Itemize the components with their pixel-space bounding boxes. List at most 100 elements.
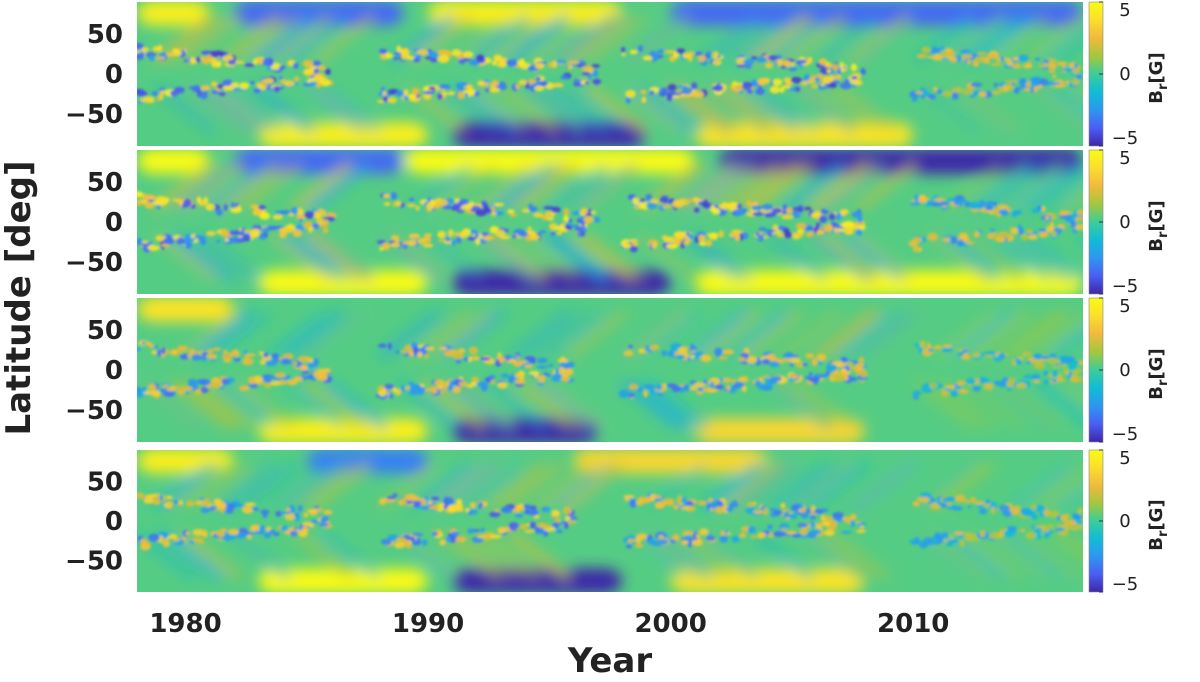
colorbar-2: 5 0 −5 Br[G]	[1088, 148, 1171, 297]
flux-patch	[1078, 359, 1083, 366]
poleward-surge	[522, 162, 582, 211]
flux-patch	[567, 520, 577, 524]
flux-patch	[524, 364, 533, 369]
flux-patch	[1007, 206, 1012, 213]
flux-patch	[709, 500, 718, 508]
poleward-surge	[471, 86, 529, 133]
flux-patch	[215, 530, 226, 537]
poleward-surge	[311, 163, 371, 211]
poleward-surge	[568, 86, 627, 133]
flux-patch	[835, 212, 842, 221]
flux-patch	[313, 213, 322, 220]
flux-patch	[507, 63, 518, 67]
flux-patch	[933, 86, 938, 92]
flux-patch	[636, 543, 644, 549]
flux-patch	[669, 539, 677, 543]
y-tick-label: 50	[87, 168, 123, 198]
flux-patch	[675, 355, 686, 359]
flux-patch	[1033, 527, 1044, 535]
y-tick-label: 50	[87, 468, 123, 498]
flux-patch	[765, 213, 771, 218]
flux-patch	[979, 529, 986, 538]
flux-patch	[1029, 77, 1041, 83]
flux-patch	[769, 85, 781, 94]
flux-patch	[922, 387, 933, 394]
flux-patch	[683, 241, 691, 246]
flux-patch	[206, 54, 212, 63]
flux-patch	[709, 507, 714, 512]
flux-patch	[514, 513, 524, 518]
flux-patch	[382, 95, 388, 103]
flux-patch	[388, 393, 394, 399]
flux-patch	[811, 84, 818, 89]
poleward-surge	[960, 531, 1022, 580]
flux-patch	[489, 511, 501, 518]
flux-patch	[1063, 369, 1070, 376]
poleward-surge	[808, 232, 871, 282]
flux-patch	[722, 349, 735, 355]
flux-patch	[439, 346, 448, 351]
colorbar-tick-label: 0	[1119, 511, 1130, 532]
flux-patch	[1052, 74, 1057, 78]
flux-patch	[407, 239, 417, 247]
flux-patch	[731, 535, 740, 543]
flux-patch	[747, 526, 756, 534]
flux-patch	[491, 211, 497, 217]
flux-patch	[970, 496, 977, 504]
flux-patch	[563, 214, 569, 223]
flux-patch	[1076, 209, 1083, 216]
flux-patch	[483, 501, 488, 507]
flux-patch	[757, 77, 770, 85]
flux-patch	[411, 88, 420, 96]
flux-patch	[845, 367, 850, 372]
flux-patch	[966, 59, 972, 65]
flux-patch	[811, 358, 818, 367]
flux-patch	[584, 81, 590, 85]
flux-patch	[242, 235, 251, 242]
flux-patch	[664, 50, 676, 54]
flux-patch	[1067, 364, 1078, 371]
flux-patch	[621, 52, 626, 57]
flux-patch	[978, 91, 987, 98]
flux-patch	[765, 62, 773, 69]
flux-patch	[820, 82, 826, 87]
flux-patch	[318, 77, 327, 85]
flux-patch	[592, 69, 599, 78]
flux-patch	[681, 87, 693, 95]
flux-patch	[851, 211, 863, 218]
poleward-surge	[1051, 531, 1083, 561]
flux-patch	[804, 226, 816, 231]
flux-patch	[832, 511, 845, 519]
flux-patch	[480, 200, 488, 208]
flux-patch	[447, 91, 455, 96]
flux-patch	[221, 352, 233, 361]
flux-patch	[536, 357, 548, 364]
colorbar-label: Br[G]	[1146, 52, 1171, 103]
flux-patch	[953, 531, 964, 536]
flux-patch	[912, 394, 920, 400]
poleward-surge	[166, 234, 224, 281]
flux-patch	[140, 543, 151, 551]
flux-patch	[514, 372, 524, 379]
flux-patch	[452, 508, 465, 512]
poleward-surge	[290, 161, 353, 213]
flux-patch	[263, 531, 272, 539]
poleward-surge	[194, 310, 255, 360]
flux-patch	[278, 65, 287, 70]
poleward-surge	[519, 234, 578, 281]
flux-patch	[462, 51, 474, 59]
flux-patch	[790, 76, 802, 84]
flux-patch	[551, 60, 558, 68]
poleward-surge	[313, 233, 373, 281]
flux-patch	[395, 350, 400, 354]
flux-patch	[637, 386, 642, 392]
flux-patch	[243, 350, 248, 355]
flux-patch	[719, 535, 729, 543]
flux-patch	[1022, 64, 1033, 69]
flux-patch	[818, 373, 827, 378]
flux-patch	[657, 538, 669, 546]
poleward-surge	[153, 13, 216, 64]
poleward-surge	[458, 382, 517, 429]
poleward-surge	[685, 310, 748, 360]
flux-patch	[810, 504, 816, 512]
